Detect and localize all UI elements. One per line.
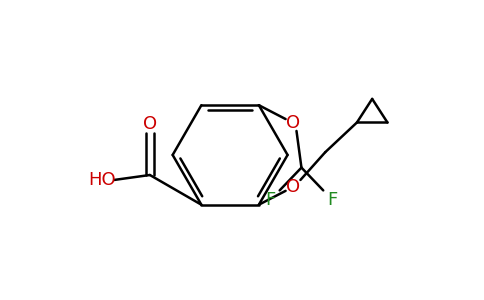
Text: O: O: [143, 116, 157, 134]
Text: F: F: [266, 191, 276, 209]
Text: HO: HO: [89, 171, 116, 189]
Text: F: F: [327, 191, 337, 209]
Text: O: O: [287, 114, 301, 132]
Text: O: O: [287, 178, 301, 196]
